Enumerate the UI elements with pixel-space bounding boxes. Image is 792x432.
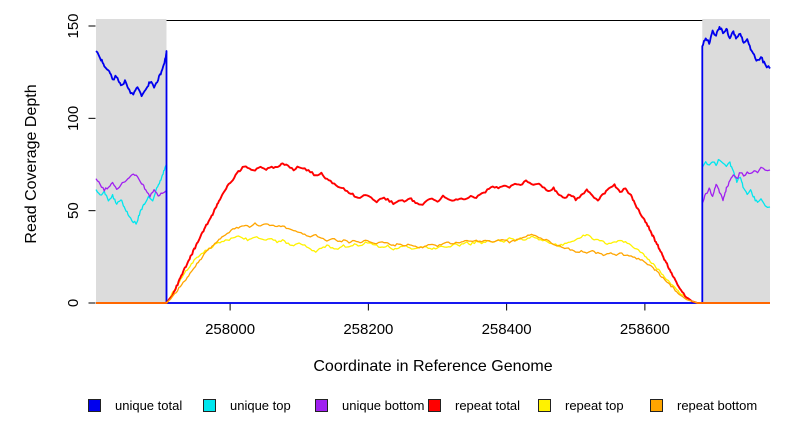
y-axis-title: Read Coverage Depth — [23, 84, 40, 243]
legend-label: unique bottom — [342, 398, 425, 413]
legend-item-repeat-total: repeat total — [428, 398, 520, 413]
y-tick-label: 0 — [65, 299, 82, 307]
x-tick-label: 258000 — [205, 321, 255, 338]
legend-item-unique-bottom: unique bottom — [315, 398, 424, 413]
plot-content: 258000 258200 258400 258600 0 50 100 150 — [65, 13, 771, 338]
legend-label: unique top — [230, 398, 291, 413]
y-tick-label: 50 — [65, 202, 82, 219]
legend-item-unique-top: unique top — [203, 398, 291, 413]
legend: unique total unique top unique bottom repea… — [0, 398, 792, 422]
flank-region-right — [702, 19, 770, 303]
legend-label: repeat total — [455, 398, 521, 413]
x-tick-label: 258600 — [620, 321, 670, 338]
coverage-plot-svg: Coordinate in Reference Genome Read Cove… — [23, 13, 771, 375]
flank-region-left — [96, 19, 167, 303]
legend-label: unique total — [115, 398, 183, 413]
legend-swatch-repeat-bottom — [650, 399, 663, 412]
legend-swatch-repeat-total — [428, 399, 441, 412]
plot-border — [96, 20, 770, 304]
x-axis-title: Coordinate in Reference Genome — [313, 358, 552, 375]
legend-item-repeat-bottom: repeat bottom — [650, 398, 757, 413]
legend-swatch-unique-bottom — [315, 399, 328, 412]
series-line-unique-total — [95, 25, 771, 304]
series-line-repeat-bottom — [96, 222, 770, 304]
legend-item-unique-total: unique total — [88, 398, 182, 413]
x-tick-label: 258200 — [343, 321, 393, 338]
legend-swatch-repeat-top — [538, 399, 551, 412]
y-tick-label: 100 — [65, 106, 82, 131]
legend-label: repeat bottom — [677, 398, 758, 413]
x-tick-label: 258400 — [482, 321, 532, 338]
legend-item-repeat-top: repeat top — [538, 398, 624, 413]
legend-label: repeat top — [565, 398, 624, 413]
legend-swatch-unique-top — [203, 399, 216, 412]
legend-swatch-unique-total — [88, 399, 101, 412]
series-line-repeat-top — [96, 233, 770, 304]
y-tick-label: 150 — [65, 13, 82, 38]
series-line-repeat-total — [96, 162, 770, 304]
